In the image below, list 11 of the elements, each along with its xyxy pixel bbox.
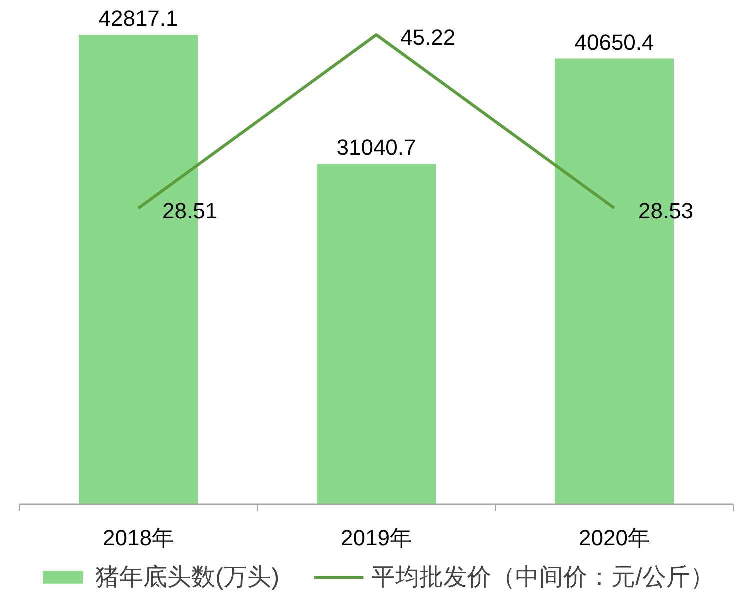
legend-label: 猪年底头数(万头) bbox=[96, 563, 280, 593]
x-tick-label: 2019年 bbox=[341, 526, 412, 550]
x-tick-label: 2020年 bbox=[579, 526, 650, 550]
data-label: 42817.1 bbox=[98, 6, 178, 32]
legend-label: 平均批发价（中间价：元/公斤） bbox=[372, 563, 714, 593]
data-label: 40650.4 bbox=[574, 30, 654, 55]
data-label: 28.51 bbox=[162, 198, 218, 224]
data-label: 45.22 bbox=[400, 25, 456, 50]
data-label: 31040.7 bbox=[336, 135, 416, 160]
data-label: 28.53 bbox=[638, 198, 694, 224]
x-tick-label: 2018年 bbox=[103, 526, 174, 550]
